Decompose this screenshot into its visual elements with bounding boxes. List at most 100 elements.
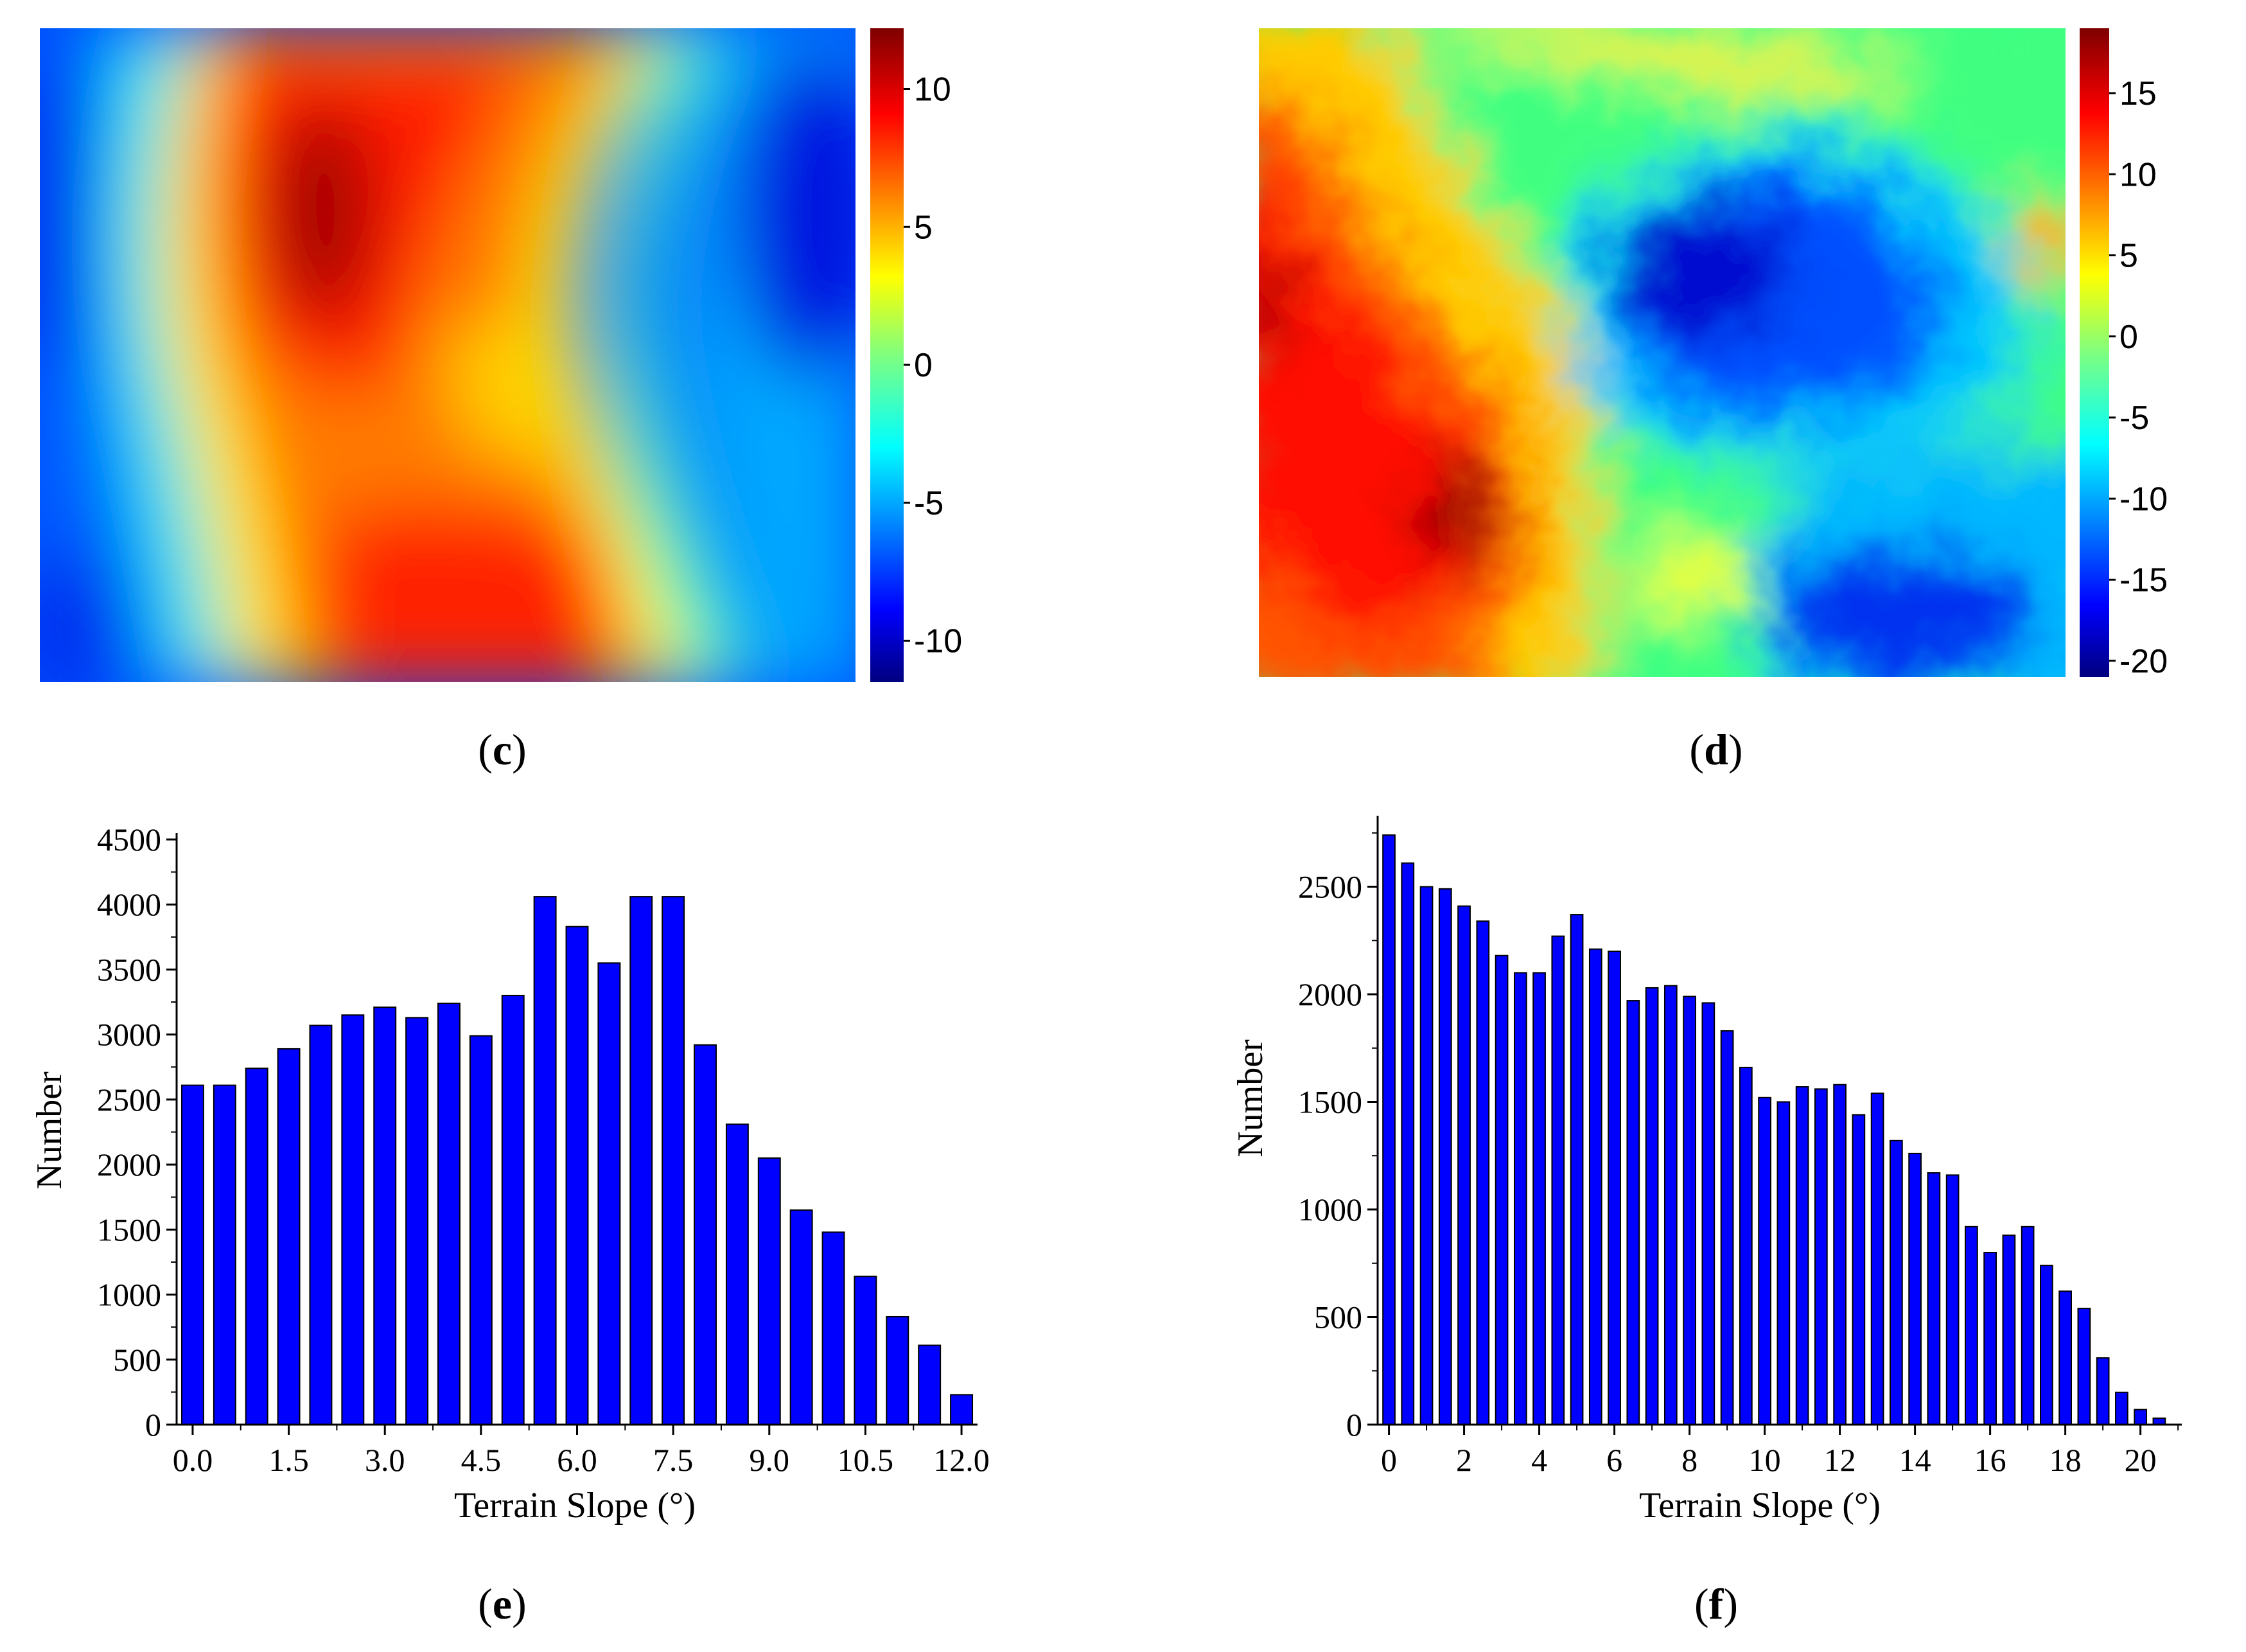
y-tick-label: 0 xyxy=(1346,1407,1362,1443)
bar xyxy=(662,896,685,1425)
x-tick-label: 10.5 xyxy=(838,1442,894,1478)
y-tick-label: 3500 xyxy=(97,951,161,987)
bar xyxy=(1739,1066,1753,1425)
bar-chart-f: 0 500 1000 1500 2000 2500 0 2 4 6 8 10 12 14 16 18 20 Te… xyxy=(1231,816,2182,1525)
bar xyxy=(1777,1101,1791,1425)
bar xyxy=(277,1048,301,1425)
colorbar-c-tick-label: 10 xyxy=(914,71,951,108)
bar xyxy=(2077,1308,2091,1425)
bar xyxy=(597,962,621,1426)
bar xyxy=(565,926,589,1426)
bar xyxy=(1852,1114,1866,1425)
bar xyxy=(1683,996,1696,1425)
bar xyxy=(373,1006,397,1425)
x-axis-title-f: Terrain Slope (°) xyxy=(1639,1486,1881,1525)
x-tick-label: 8 xyxy=(1681,1442,1698,1478)
x-tick-label: 1.5 xyxy=(268,1442,309,1478)
bar xyxy=(437,1003,461,1425)
bar xyxy=(950,1394,974,1425)
x-tick-label: 10 xyxy=(1749,1442,1781,1478)
bar xyxy=(1457,905,1471,1425)
bar xyxy=(1927,1172,1941,1426)
x-tick-label: 18 xyxy=(2049,1442,2082,1478)
heatmap-c xyxy=(40,28,855,682)
bar xyxy=(1945,1174,1960,1426)
bar xyxy=(1795,1086,1809,1426)
bar xyxy=(854,1276,877,1426)
y-tick-label: 1500 xyxy=(1298,1084,1362,1120)
bar xyxy=(694,1044,717,1425)
bar xyxy=(2021,1226,2035,1426)
y-tick-label: 4000 xyxy=(97,886,161,922)
panel-label-c: (c) xyxy=(478,725,527,774)
bar xyxy=(918,1344,942,1425)
bar xyxy=(1513,972,1527,1425)
heatmap-d xyxy=(1259,28,2066,677)
bar xyxy=(469,1035,493,1426)
colorbar-d-tick-label: 10 xyxy=(2119,156,2157,193)
bar xyxy=(1626,1000,1640,1426)
colorbar-c-tick-label: 0 xyxy=(914,347,933,384)
bar xyxy=(2002,1235,2016,1425)
x-tick-label: 4 xyxy=(1531,1442,1547,1478)
colorbar-d: 15 10 5 0 -5 -10 -15 -20 xyxy=(2080,28,2168,680)
bar xyxy=(245,1068,268,1425)
y-tick-label: 2500 xyxy=(1298,869,1362,905)
bar xyxy=(1833,1084,1847,1425)
y-tick-label: 3000 xyxy=(97,1017,161,1053)
bar xyxy=(2040,1265,2053,1425)
colorbar-c-tick-label: 5 xyxy=(914,209,933,246)
bar xyxy=(1608,951,1621,1425)
x-tick-label: 6.0 xyxy=(557,1442,597,1478)
bar xyxy=(2134,1409,2148,1426)
bar xyxy=(1663,985,1678,1425)
colorbar-d-tick-label: -10 xyxy=(2119,480,2168,518)
x-tick-label: 6 xyxy=(1606,1442,1622,1478)
colorbar-d-tick-label: -15 xyxy=(2119,562,2168,599)
x-tick-label: 0.0 xyxy=(173,1442,213,1478)
y-tick-label: 2500 xyxy=(97,1082,161,1118)
bar xyxy=(1532,972,1546,1425)
colorbar-c: 10 5 0 -5 -10 xyxy=(870,28,962,682)
y-tick-label: 500 xyxy=(1314,1299,1362,1335)
x-tick-label: 4.5 xyxy=(461,1442,502,1478)
bar xyxy=(1890,1139,1903,1426)
y-tick-label: 4500 xyxy=(97,822,161,857)
y-axis-title-e: Number xyxy=(30,1071,69,1190)
bar xyxy=(1870,1093,1884,1425)
bar xyxy=(1401,862,1415,1425)
bar xyxy=(725,1123,749,1426)
bar xyxy=(1551,935,1565,1426)
bar xyxy=(213,1084,236,1425)
bar xyxy=(629,896,653,1425)
x-tick-label: 12 xyxy=(1824,1442,1856,1478)
colorbar-d-tick-label: 0 xyxy=(2119,319,2138,356)
x-tick-label: 12.0 xyxy=(933,1442,990,1478)
bar xyxy=(1419,886,1434,1425)
bar xyxy=(1588,948,1602,1425)
colorbar-d-tick-label: 15 xyxy=(2119,75,2157,112)
bar xyxy=(2115,1391,2128,1425)
bar xyxy=(180,1084,204,1425)
bar xyxy=(1983,1252,1997,1425)
x-tick-label: 9.0 xyxy=(750,1442,790,1478)
x-tick-label: 14 xyxy=(1899,1442,1931,1478)
bar xyxy=(2096,1357,2110,1425)
bar xyxy=(1720,1030,1734,1425)
bar xyxy=(2152,1417,2166,1425)
bar xyxy=(789,1209,813,1425)
y-tick-label: 1000 xyxy=(97,1277,161,1313)
bar xyxy=(1438,888,1452,1425)
x-tick-label: 16 xyxy=(1974,1442,2006,1478)
bar xyxy=(1495,954,1509,1425)
bar xyxy=(1965,1226,1978,1426)
bar xyxy=(405,1017,429,1425)
bar xyxy=(1908,1152,1922,1426)
bar xyxy=(757,1157,781,1425)
panel-label-e: (e) xyxy=(478,1579,527,1628)
panel-label-f: (f) xyxy=(1694,1579,1738,1628)
y-tick-label: 2000 xyxy=(1298,976,1362,1012)
x-tick-label: 20 xyxy=(2125,1442,2157,1478)
y-tick-label: 0 xyxy=(145,1407,161,1443)
